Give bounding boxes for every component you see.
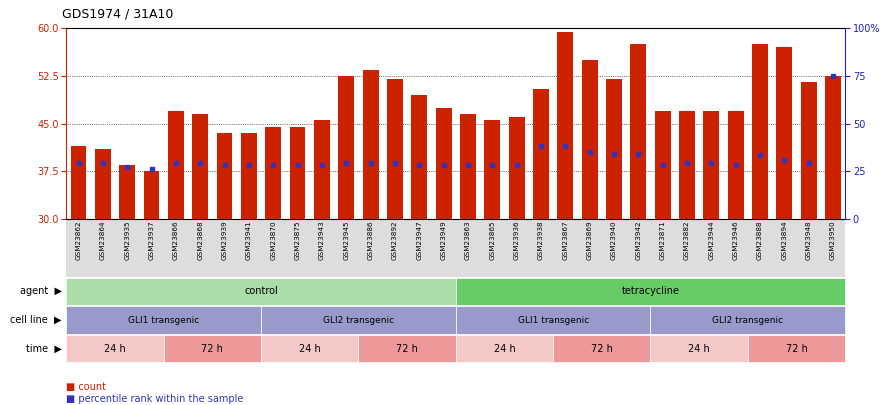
Text: ■ percentile rank within the sample: ■ percentile rank within the sample [66, 394, 243, 404]
Bar [776, 47, 792, 219]
Bar [289, 127, 305, 219]
Bar [558, 32, 573, 219]
Bar [143, 171, 159, 219]
Bar [752, 44, 768, 219]
Text: GLI2 transgenic: GLI2 transgenic [712, 315, 783, 324]
Text: tetracycline: tetracycline [621, 286, 680, 296]
Bar [338, 76, 354, 219]
Bar [314, 120, 330, 219]
Text: GLI1 transgenic: GLI1 transgenic [518, 315, 589, 324]
Bar [704, 111, 720, 219]
Bar [509, 117, 525, 219]
Bar [460, 114, 476, 219]
Bar [71, 146, 87, 219]
Bar [266, 127, 281, 219]
Text: 24 h: 24 h [104, 344, 126, 354]
Bar [387, 79, 403, 219]
Bar [119, 165, 135, 219]
Bar [581, 60, 597, 219]
Text: GLI2 transgenic: GLI2 transgenic [323, 315, 394, 324]
Bar [825, 76, 841, 219]
Text: 72 h: 72 h [591, 344, 612, 354]
Bar [192, 114, 208, 219]
Bar [655, 111, 671, 219]
Bar [363, 70, 379, 219]
Text: agent  ▶: agent ▶ [20, 286, 62, 296]
Text: 72 h: 72 h [202, 344, 223, 354]
Text: cell line  ▶: cell line ▶ [11, 315, 62, 325]
Bar [217, 133, 233, 219]
Bar [727, 111, 743, 219]
Bar [801, 82, 817, 219]
Text: 72 h: 72 h [786, 344, 807, 354]
Text: time  ▶: time ▶ [26, 344, 62, 354]
Text: control: control [244, 286, 278, 296]
Bar [484, 120, 500, 219]
Bar [606, 79, 622, 219]
Bar [533, 89, 549, 219]
Text: 72 h: 72 h [396, 344, 418, 354]
Text: 24 h: 24 h [494, 344, 515, 354]
Bar [412, 95, 427, 219]
Text: GDS1974 / 31A10: GDS1974 / 31A10 [62, 7, 173, 20]
Bar [679, 111, 695, 219]
Text: 24 h: 24 h [299, 344, 320, 354]
Bar [168, 111, 184, 219]
Text: 24 h: 24 h [689, 344, 710, 354]
Text: ■ count: ■ count [66, 382, 106, 392]
Bar [630, 44, 646, 219]
Text: GLI1 transgenic: GLI1 transgenic [128, 315, 199, 324]
Bar [435, 108, 451, 219]
Bar [241, 133, 257, 219]
Bar [95, 149, 111, 219]
